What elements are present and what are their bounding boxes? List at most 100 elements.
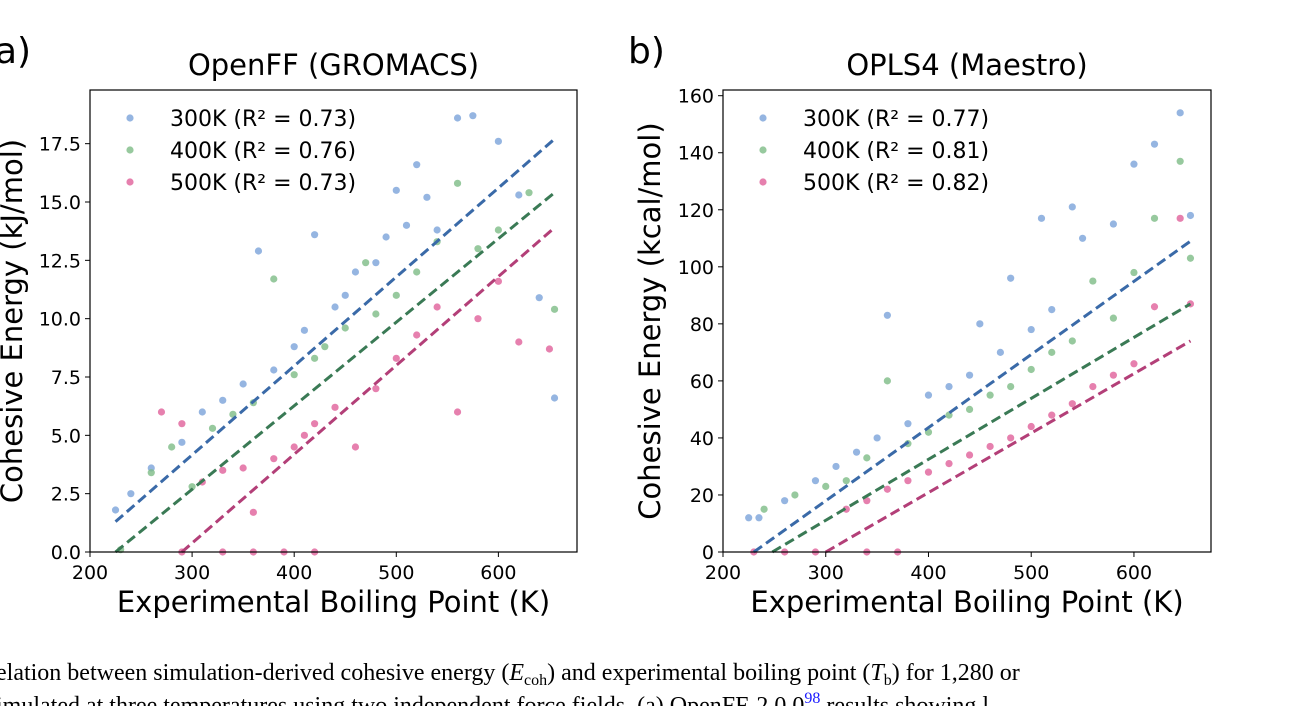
caption-citation[interactable]: 98: [804, 690, 820, 706]
caption-text: ) for 1,280 or: [892, 660, 1020, 686]
data-point: [402, 221, 411, 229]
x-axis-label: Experimental Boiling Point (K): [117, 585, 550, 619]
caption-text: imulated at three temperatures using two…: [0, 693, 804, 706]
data-point: [1130, 360, 1138, 368]
legend-label: 400K (R² = 0.76): [170, 139, 356, 164]
data-point: [311, 231, 319, 239]
data-point: [822, 482, 830, 491]
x-tick-label: 300: [174, 562, 210, 584]
data-point: [351, 443, 360, 451]
data-point: [331, 403, 339, 411]
data-point: [883, 377, 891, 385]
y-tick-label: 10.0: [39, 309, 81, 331]
data-point: [474, 245, 482, 253]
y-tick-label: 100: [678, 257, 714, 279]
x-tick-label: 500: [378, 562, 414, 584]
y-axis-label: Cohesive Energy (kJ/mol): [0, 139, 29, 503]
panel-label: a): [0, 31, 31, 72]
data-point: [1007, 434, 1015, 442]
caption-line: imulated at three temperatures using two…: [0, 690, 989, 706]
data-point: [392, 186, 400, 194]
data-point: [157, 408, 166, 416]
x-tick-label: 200: [72, 562, 108, 584]
data-point: [1048, 305, 1056, 314]
caption-text: results showing l: [820, 693, 989, 706]
data-point: [863, 454, 871, 462]
data-point: [873, 434, 881, 442]
legend-marker: [759, 114, 767, 122]
data-point: [1186, 211, 1195, 220]
caption-math: coh: [524, 672, 547, 689]
y-tick-label: 140: [678, 143, 714, 165]
data-point: [494, 226, 502, 234]
data-point: [1068, 337, 1076, 345]
chart-panel: b) OPLS4 (Maestro) Experimental Boiling Po…: [628, 31, 1212, 619]
data-point: [178, 420, 186, 428]
data-point: [945, 382, 953, 391]
data-point: [178, 438, 186, 446]
data-point: [372, 385, 380, 393]
data-point: [290, 443, 298, 451]
data-point: [760, 505, 768, 513]
data-point: [525, 189, 533, 197]
y-axis-label: Cohesive Energy (kcal/mol): [633, 122, 667, 519]
data-point: [469, 112, 477, 120]
data-point: [1048, 348, 1056, 356]
y-tick-label: 7.5: [51, 367, 81, 389]
data-point: [433, 226, 441, 234]
data-point: [453, 408, 462, 416]
data-point: [351, 268, 360, 276]
data-point: [781, 497, 789, 505]
legend-label: 300K (R² = 0.77): [803, 107, 989, 132]
data-point: [219, 396, 227, 404]
data-point: [550, 394, 559, 402]
y-tick-label: 40: [690, 428, 714, 450]
legend-label: 300K (R² = 0.73): [170, 107, 356, 132]
data-point: [300, 431, 309, 439]
data-point: [924, 391, 933, 399]
data-point: [1007, 382, 1015, 391]
data-point: [842, 477, 850, 485]
data-point: [1176, 214, 1184, 222]
data-point: [311, 420, 319, 428]
data-point: [254, 247, 263, 255]
data-point: [745, 514, 753, 522]
y-tick-label: 0: [702, 542, 714, 564]
data-point: [290, 371, 298, 379]
x-tick-label: 500: [1013, 562, 1049, 584]
data-point: [413, 161, 421, 169]
data-point: [1109, 220, 1117, 228]
data-point: [904, 420, 912, 428]
y-tick-label: 17.5: [39, 134, 81, 156]
data-point: [453, 179, 462, 187]
legend-label: 500K (R² = 0.73): [170, 171, 356, 196]
caption-math: E: [508, 660, 524, 686]
data-point: [300, 326, 309, 334]
data-point: [453, 114, 462, 122]
y-tick-label: 160: [678, 86, 714, 108]
data-point: [208, 424, 217, 432]
data-point: [290, 343, 298, 351]
data-point: [1078, 234, 1087, 242]
data-point: [1150, 303, 1159, 311]
data-point: [239, 464, 247, 472]
legend-marker: [759, 146, 767, 154]
chart-title: OpenFF (GROMACS): [188, 48, 479, 82]
data-point: [433, 303, 441, 311]
data-point: [372, 259, 380, 267]
data-point: [147, 469, 155, 477]
fit-line: [771, 302, 1192, 554]
data-point: [1130, 160, 1138, 168]
y-tick-label: 2.5: [51, 484, 81, 506]
data-point: [1048, 411, 1056, 419]
fit-line: [114, 137, 556, 523]
fit-line: [752, 239, 1192, 554]
chart-title: OPLS4 (Maestro): [846, 48, 1087, 82]
data-point: [423, 193, 431, 201]
data-point: [996, 348, 1004, 356]
data-point: [904, 477, 912, 485]
data-point: [1037, 214, 1046, 222]
caption-text: ) and experimental boiling point (: [547, 660, 870, 686]
data-point: [494, 277, 502, 285]
data-point: [1007, 274, 1015, 282]
